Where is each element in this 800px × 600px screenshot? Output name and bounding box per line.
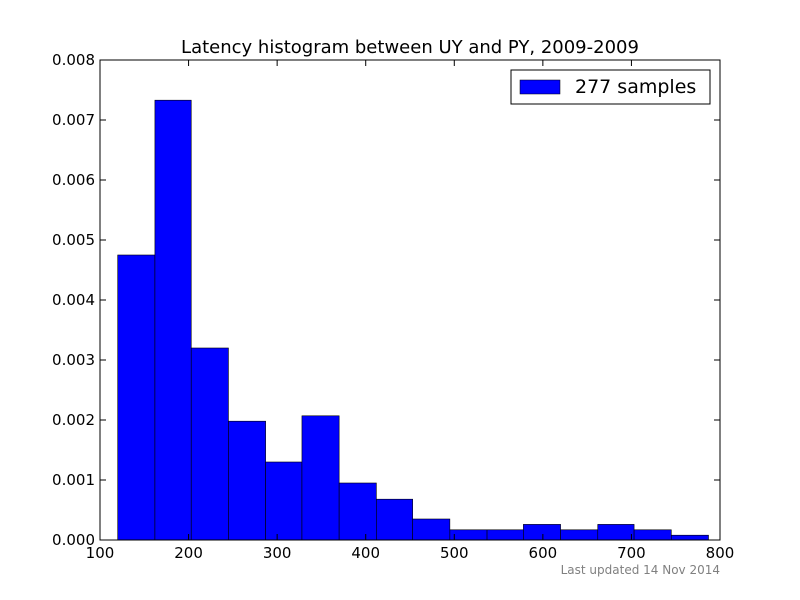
histogram-bar [597,524,635,541]
histogram-bar [560,529,599,541]
y-tick-label: 0.002 [52,411,95,429]
histogram-bar [301,415,340,541]
x-tick-label: 300 [263,544,292,562]
legend: 277 samples [510,69,711,105]
last-updated-footnote: Last updated 14 Nov 2014 [561,563,720,577]
histogram-bar [449,529,488,541]
y-tick-label: 0.007 [52,111,95,129]
histogram-bar [154,99,192,541]
histogram-bar [265,461,303,541]
histogram-bar [523,524,561,541]
histogram-bar [228,420,266,541]
y-tick-label: 0.003 [52,351,95,369]
y-tick-label: 0.006 [52,171,95,189]
histogram-bar [338,482,377,541]
histogram-bar [117,254,156,541]
histogram-bar [486,529,524,541]
axis-ticks: 100 200 300 400 500 600 700 800 0.000 0.001 0.002 0… [52,51,734,562]
histogram-bar [633,529,672,541]
legend-swatch [519,79,561,95]
x-tick-label: 600 [529,544,558,562]
y-tick-label: 0.001 [52,471,95,489]
x-tick-label: 100 [86,544,115,562]
histogram-bar [376,498,413,541]
histogram-bar [670,534,709,541]
x-tick-label: 500 [440,544,469,562]
y-tick-label: 0.000 [52,531,95,549]
histogram-bar [412,518,451,541]
y-tick-label: 0.008 [52,51,95,69]
y-tick-label: 0.005 [52,231,95,249]
x-tick-label: 700 [617,544,646,562]
legend-label: 277 samples [575,76,696,98]
x-tick-label: 400 [351,544,380,562]
bars-group [117,99,709,541]
x-tick-label: 200 [174,544,203,562]
chart-title: Latency histogram between UY and PY, 200… [181,37,639,58]
histogram-bar [190,347,229,541]
x-tick-label: 800 [706,544,735,562]
y-tick-label: 0.004 [52,291,95,309]
